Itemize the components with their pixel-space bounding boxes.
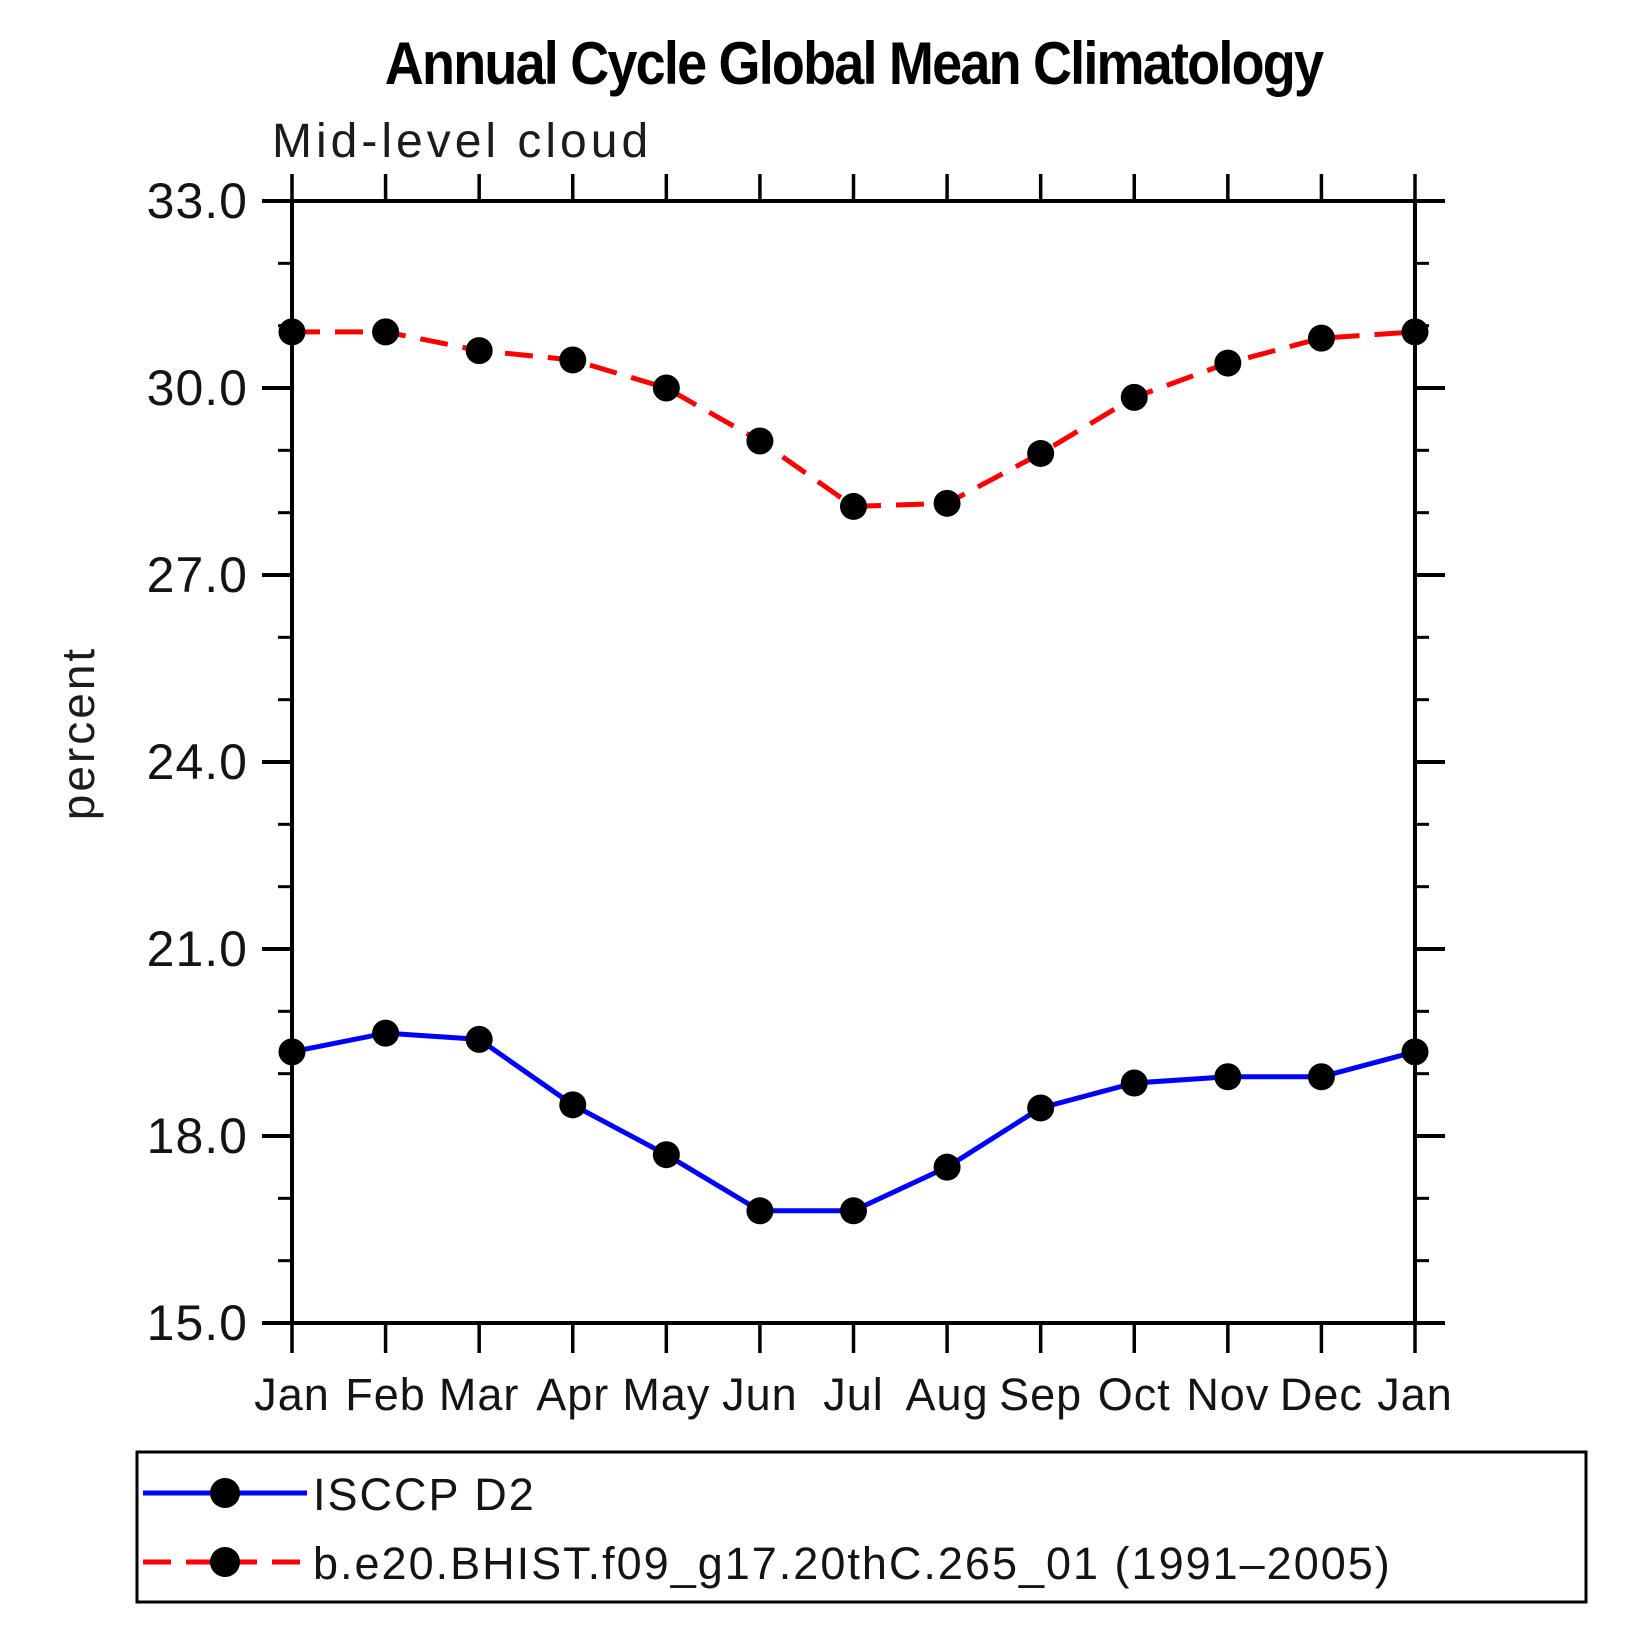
data-point-marker — [278, 318, 306, 346]
data-point-marker — [1307, 324, 1335, 352]
y-tick-label: 15.0 — [147, 1295, 248, 1351]
series-line-obs — [291, 1030, 1416, 1214]
series-line-model — [292, 329, 1416, 509]
x-tick-label: May — [622, 1369, 710, 1420]
data-point-marker — [278, 1038, 306, 1066]
y-tick-label: 30.0 — [147, 360, 248, 416]
x-tick-label: Dec — [1280, 1369, 1363, 1420]
data-point-marker — [372, 318, 400, 346]
data-point-marker — [1027, 439, 1055, 467]
data-point-marker — [840, 492, 867, 520]
data-point-marker — [933, 1153, 961, 1181]
data-point-marker — [1027, 1094, 1055, 1122]
chart-subtitle: Mid-level cloud — [272, 115, 653, 168]
legend-label: b.e20.BHIST.f09_g17.20thC.265_01 (1991–2… — [313, 1538, 1392, 1589]
y-tick-label: 24.0 — [147, 734, 248, 790]
y-tick-label: 18.0 — [147, 1108, 248, 1164]
data-point-marker — [1120, 383, 1148, 411]
data-point-marker — [1401, 1038, 1429, 1066]
x-tick-label: Jun — [722, 1369, 798, 1420]
data-point-marker — [1214, 1063, 1242, 1091]
x-tick-label: Sep — [999, 1369, 1082, 1420]
legend-label: ISCCP D2 — [313, 1469, 536, 1520]
legend-box — [135, 1450, 1588, 1604]
x-tick-label: Jan — [254, 1369, 330, 1420]
y-tick-label: 21.0 — [147, 921, 248, 977]
legend-marker — [210, 1547, 240, 1577]
chart-title: Annual Cycle Global Mean Climatology — [384, 30, 1324, 97]
data-point-marker — [840, 1197, 867, 1225]
x-tick-label: Mar — [439, 1369, 520, 1420]
x-tick-label: Jan — [1377, 1369, 1453, 1420]
y-tick-label: 27.0 — [147, 547, 248, 603]
data-point-marker — [746, 427, 774, 455]
data-point-marker — [746, 1197, 774, 1225]
x-tick-label: Nov — [1186, 1369, 1269, 1420]
data-point-marker — [933, 489, 961, 517]
x-tick-label: Aug — [906, 1369, 989, 1420]
data-point-marker — [372, 1019, 400, 1047]
data-point-marker — [465, 337, 493, 365]
x-tick-label: Jul — [823, 1369, 884, 1420]
data-point-marker — [1120, 1069, 1148, 1097]
legend-marker — [210, 1478, 240, 1508]
data-point-marker — [1307, 1063, 1335, 1091]
data-point-marker — [559, 1091, 587, 1119]
data-point-marker — [652, 374, 680, 402]
data-point-marker — [652, 1141, 680, 1169]
data-point-marker — [465, 1025, 493, 1053]
x-tick-label: Feb — [345, 1369, 426, 1420]
plot-frame — [290, 199, 1417, 1325]
data-point-marker — [559, 346, 587, 374]
x-tick-label: Oct — [1098, 1369, 1171, 1420]
y-tick-label: 33.0 — [147, 173, 248, 229]
x-tick-label: Apr — [536, 1369, 609, 1420]
data-point-marker — [1401, 318, 1429, 346]
data-point-marker — [1214, 349, 1242, 377]
